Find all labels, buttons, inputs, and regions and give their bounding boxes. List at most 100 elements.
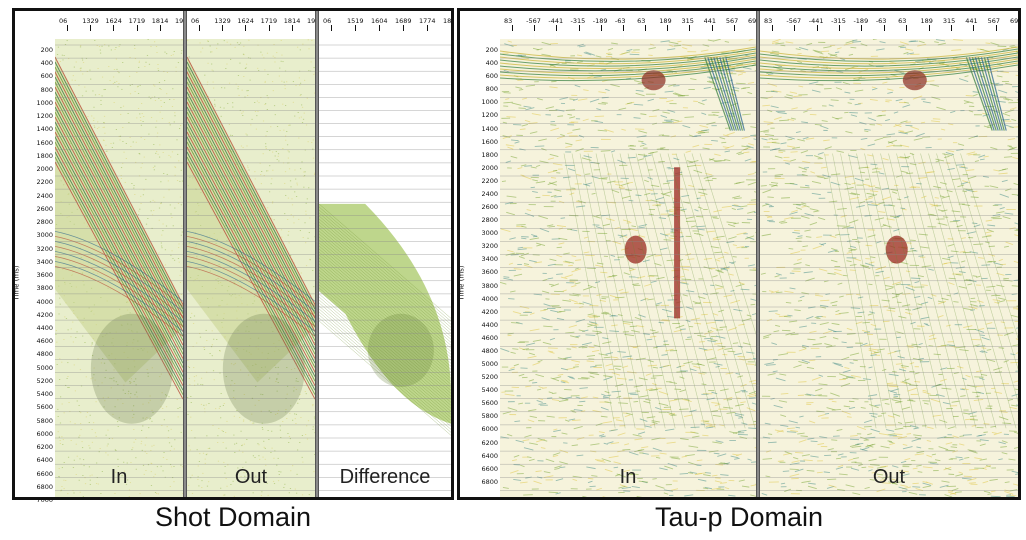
x-tick-label: -63: [875, 17, 887, 25]
x-tick-label: 1519: [347, 17, 364, 25]
y-tick-label: 3000: [36, 231, 53, 240]
x-tick-label: -189: [853, 17, 869, 25]
shot-out-label: Out: [234, 466, 268, 488]
y-tick-label: 6200: [481, 438, 498, 447]
x-tick-mark: [578, 25, 580, 31]
x-tick-mark: [245, 25, 247, 31]
x-tick-mark: [839, 25, 841, 31]
y-tick-label: 5600: [36, 403, 53, 412]
y-tick-label: 5800: [36, 416, 53, 425]
x-tick-mark: [794, 25, 796, 31]
shot-out-x-axis: 06 1329 1624 1719 1814 19: [187, 11, 315, 40]
x-tick-label: 441: [703, 17, 717, 25]
shot-y-axis: Time (ms) 200 400 600 800 1000 1200 1400 1600 18…: [12, 39, 55, 504]
x-tick-label: 1719: [260, 17, 278, 25]
y-tick-label: 1200: [481, 111, 498, 120]
y-tick-label: 600: [40, 72, 53, 81]
x-tick-label: 69: [748, 17, 756, 25]
x-tick-label: 19: [307, 17, 315, 25]
x-tick-mark: [906, 25, 908, 31]
y-tick-label: 5200: [36, 376, 53, 385]
shot-y-axis-title: Time (ms): [12, 265, 21, 301]
y-tick-label: 5600: [481, 399, 498, 408]
taup-out-seismogram: [760, 39, 1018, 497]
x-tick-label: -441: [548, 17, 564, 25]
x-tick-label: 567: [725, 17, 739, 25]
shot-in-panel: 06 1329 1624 1719 1814 19 In: [55, 11, 183, 497]
shot-out-seismogram: [187, 39, 315, 497]
taup-in-seismogram: [500, 39, 756, 497]
x-tick-label: 83: [504, 17, 513, 25]
y-tick-label: 2200: [481, 176, 498, 185]
y-tick-label: 2800: [36, 218, 53, 227]
y-tick-label: 1400: [481, 124, 498, 133]
y-tick-label: 2800: [481, 216, 498, 225]
x-tick-mark: [355, 25, 356, 31]
y-tick-label: 3200: [481, 242, 498, 251]
y-tick-label: 1600: [481, 137, 498, 146]
y-tick-label: 5400: [36, 390, 53, 399]
x-tick-mark: [222, 25, 224, 31]
y-tick-label: 200: [485, 46, 498, 54]
x-tick-mark: [90, 25, 92, 31]
y-tick-label: 6400: [36, 456, 53, 465]
x-tick-label: 189: [920, 17, 933, 25]
y-tick-label: 6000: [481, 425, 498, 434]
x-tick-mark: [645, 25, 647, 31]
shot-difference-panel: 06 1519 1604 1689 1774 1859 Difference: [319, 11, 451, 497]
y-tick-label: 400: [40, 59, 53, 68]
x-tick-mark: [622, 25, 624, 31]
y-tick-label: 3800: [36, 284, 53, 293]
taup-out-x-axis: 83 -567 -441 -315 -189 -63 63 189 315 441 567 69: [760, 11, 1018, 40]
panel-separator: [183, 11, 187, 497]
x-tick-mark: [667, 25, 669, 31]
x-tick-mark: [113, 25, 115, 31]
y-tick-label: 2000: [481, 163, 498, 172]
x-tick-mark: [199, 25, 200, 31]
x-tick-mark: [331, 25, 332, 31]
y-tick-label: 3400: [36, 257, 53, 266]
x-tick-mark: [403, 25, 404, 31]
y-tick-label: 3200: [36, 244, 53, 253]
x-tick-label: 189: [659, 17, 672, 25]
x-tick-label: 1774: [419, 17, 436, 25]
shot-difference-seismogram: [319, 39, 451, 497]
x-tick-label: 1329: [82, 17, 99, 25]
y-tick-label: 800: [40, 85, 53, 94]
x-tick-label: -189: [592, 17, 608, 25]
y-tick-label: 800: [485, 85, 498, 94]
shot-in-label: In: [110, 466, 128, 488]
x-tick-label: 63: [898, 17, 907, 25]
x-tick-mark: [950, 25, 952, 31]
y-tick-label: 1600: [36, 138, 53, 147]
y-tick-label: 4400: [36, 323, 53, 332]
x-tick-label: -567: [786, 17, 802, 25]
y-tick-label: 5800: [481, 412, 498, 421]
y-tick-label: 400: [485, 59, 498, 68]
y-tick-label: 7000: [36, 496, 53, 505]
x-tick-label: 1814: [151, 17, 169, 25]
x-tick-label: 441: [965, 17, 978, 25]
y-tick-label: 6600: [36, 469, 53, 478]
x-tick-mark: [268, 25, 270, 31]
x-tick-label: -63: [614, 17, 626, 25]
x-tick-mark: [159, 25, 161, 31]
x-tick-label: 1859: [443, 17, 451, 25]
shot-out-panel: 06 1329 1624 1719 1814 19 Out: [187, 11, 315, 497]
taup-in-x-axis: 83 -567 -441 -315 -189 -63 63 189 315 441 567 69: [500, 11, 756, 40]
x-tick-label: -567: [526, 17, 541, 25]
x-tick-label: 315: [681, 17, 694, 25]
x-tick-label: 1814: [283, 17, 301, 25]
y-tick-label: 1000: [36, 98, 53, 107]
y-tick-label: 1000: [481, 98, 498, 107]
y-tick-label: 600: [485, 72, 498, 81]
y-tick-label: 5000: [481, 360, 498, 369]
y-tick-label: 6600: [481, 464, 498, 473]
y-tick-label: 6000: [36, 429, 53, 438]
y-tick-label: 200: [40, 46, 53, 54]
taup-in-label: In: [619, 466, 637, 488]
y-tick-label: 6400: [481, 451, 498, 460]
shot-domain-caption: Shot Domain: [154, 502, 312, 532]
y-tick-label: 4000: [481, 294, 498, 303]
y-tick-label: 3400: [481, 255, 498, 264]
